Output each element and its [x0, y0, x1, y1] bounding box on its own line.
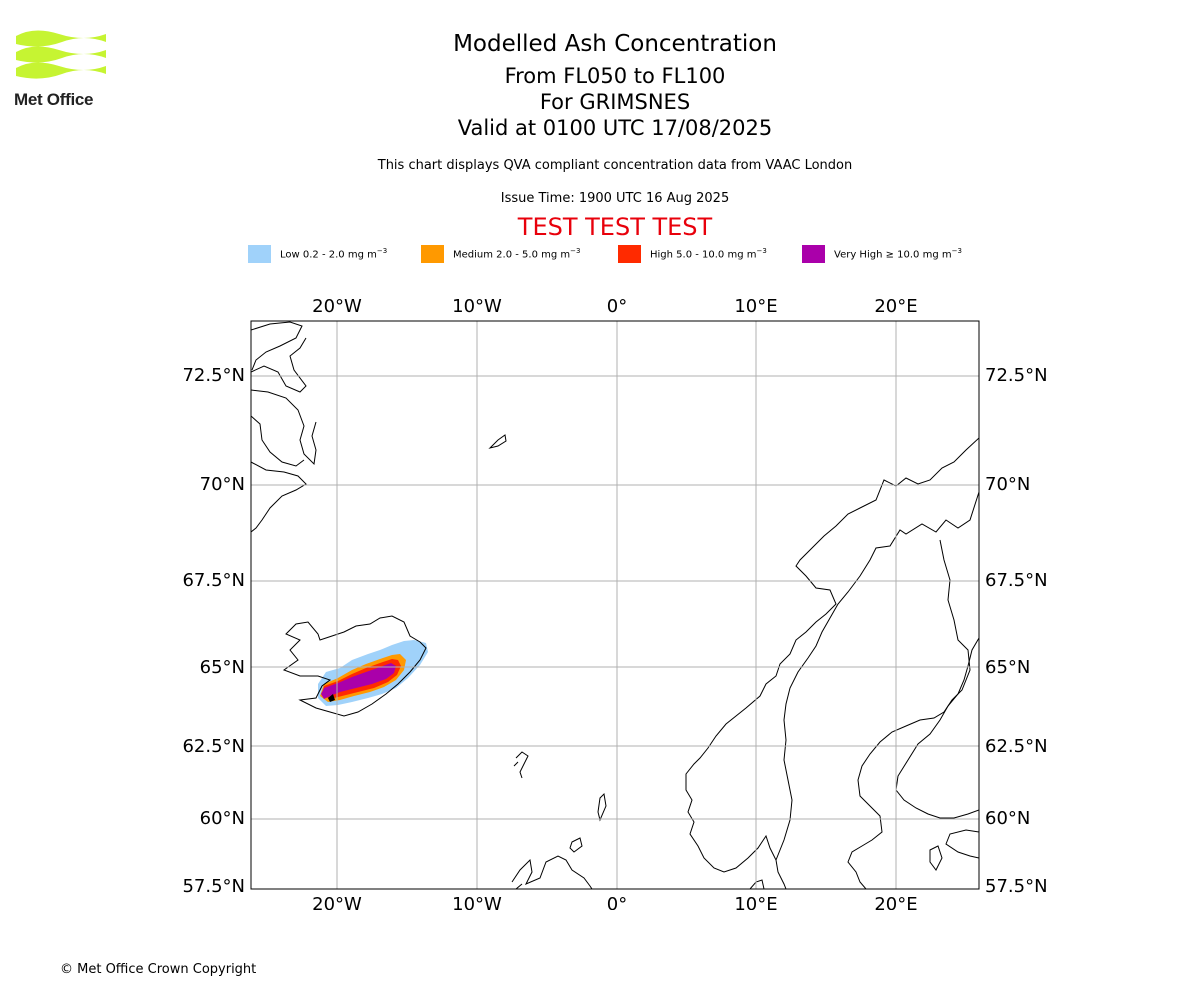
lat-label-67-5-left: 67.5°N: [182, 570, 245, 591]
lat-labels-right: 72.5°N 70°N 67.5°N 65°N 62.5°N 60°N 57.5…: [985, 365, 1048, 897]
lon-label-0-bottom: 0°: [607, 894, 627, 910]
lon-label-20w-top: 20°W: [312, 296, 362, 317]
chart-title: Modelled Ash Concentration: [453, 31, 777, 57]
legend-label-high: High 5.0 - 10.0 mg m−3: [650, 247, 767, 261]
legend-swatch-low: [248, 245, 271, 263]
ash-plume: [318, 640, 428, 706]
issue-time: Issue Time: 1900 UTC 16 Aug 2025: [500, 191, 730, 206]
lon-label-10w-top: 10°W: [452, 296, 502, 317]
lat-label-57-5-left: 57.5°N: [182, 876, 245, 897]
faroe-coast: [513, 751, 529, 779]
lon-label-0-top: 0°: [607, 296, 627, 317]
test-banner: TEST TEST TEST: [517, 213, 713, 241]
flight-levels: From FL050 to FL100: [504, 64, 726, 88]
greenland-coast: [251, 321, 317, 533]
scotland-coast: [511, 855, 593, 889]
volcano-marker: [328, 694, 335, 702]
lon-label-10e-top: 10°E: [734, 296, 777, 317]
lat-label-70-left: 70°N: [200, 474, 245, 495]
lat-label-62-5-left: 62.5°N: [182, 736, 245, 757]
map-frame: [250, 320, 980, 890]
coastlines: [251, 321, 979, 889]
shetland-coast: [597, 792, 607, 822]
norway-coast: [685, 437, 979, 889]
legend-swatch-medium: [421, 245, 444, 263]
ash-map: 20°W 10°W 0° 10°E 20°E 20°W 10°W 0° 10°E…: [182, 296, 1048, 910]
lon-label-10e-bottom: 10°E: [734, 894, 777, 910]
volcano-name: For GRIMSNES: [539, 90, 691, 114]
estonia-coast: [945, 829, 979, 859]
valid-time: Valid at 0100 UTC 17/08/2025: [457, 116, 773, 140]
lat-labels-left: 72.5°N 70°N 67.5°N 65°N 62.5°N 60°N 57.5…: [182, 365, 245, 897]
lat-label-65-right: 65°N: [985, 657, 1030, 678]
lat-label-62-5-right: 62.5°N: [985, 736, 1048, 757]
orkney-coast: [569, 837, 583, 853]
iceland-coast: [282, 615, 427, 717]
logo-wordmark: Met Office: [14, 90, 94, 109]
graticule: [251, 321, 979, 889]
denmark-coast: [749, 879, 765, 889]
lat-label-72-5-right: 72.5°N: [985, 365, 1048, 386]
finland-coast: [895, 637, 979, 819]
lon-label-20e-bottom: 20°E: [874, 894, 917, 910]
chart-subtitle: This chart displays QVA compliant concen…: [377, 158, 853, 173]
scandinavia-border: [775, 491, 979, 861]
lon-labels-bottom: 20°W 10°W 0° 10°E 20°E: [312, 894, 917, 910]
ash-very-high: [321, 663, 396, 699]
lon-label-10w-bottom: 10°W: [452, 894, 502, 910]
legend-label-low: Low 0.2 - 2.0 mg m−3: [280, 247, 388, 261]
lon-labels-top: 20°W 10°W 0° 10°E 20°E: [312, 296, 917, 317]
legend-label-medium: Medium 2.0 - 5.0 mg m−3: [453, 247, 581, 261]
lat-label-67-5-right: 67.5°N: [985, 570, 1048, 591]
lat-label-60-left: 60°N: [200, 808, 245, 829]
copyright-notice: © Met Office Crown Copyright: [60, 962, 257, 977]
jan-mayen-coast: [488, 434, 507, 449]
gotland-coast: [929, 845, 943, 871]
legend-label-very-high: Very High ≥ 10.0 mg m−3: [834, 247, 962, 261]
lat-label-60-right: 60°N: [985, 808, 1030, 829]
sweden-coast: [847, 539, 971, 889]
lon-label-20e-top: 20°E: [874, 296, 917, 317]
met-office-logo: Met Office: [14, 28, 109, 114]
lat-label-65-left: 65°N: [200, 657, 245, 678]
lat-label-57-5-right: 57.5°N: [985, 876, 1048, 897]
lat-label-72-5-left: 72.5°N: [182, 365, 245, 386]
lon-label-20w-bottom: 20°W: [312, 894, 362, 910]
legend-swatch-very-high: [802, 245, 825, 263]
legend-swatch-high: [618, 245, 641, 263]
lat-label-70-right: 70°N: [985, 474, 1030, 495]
